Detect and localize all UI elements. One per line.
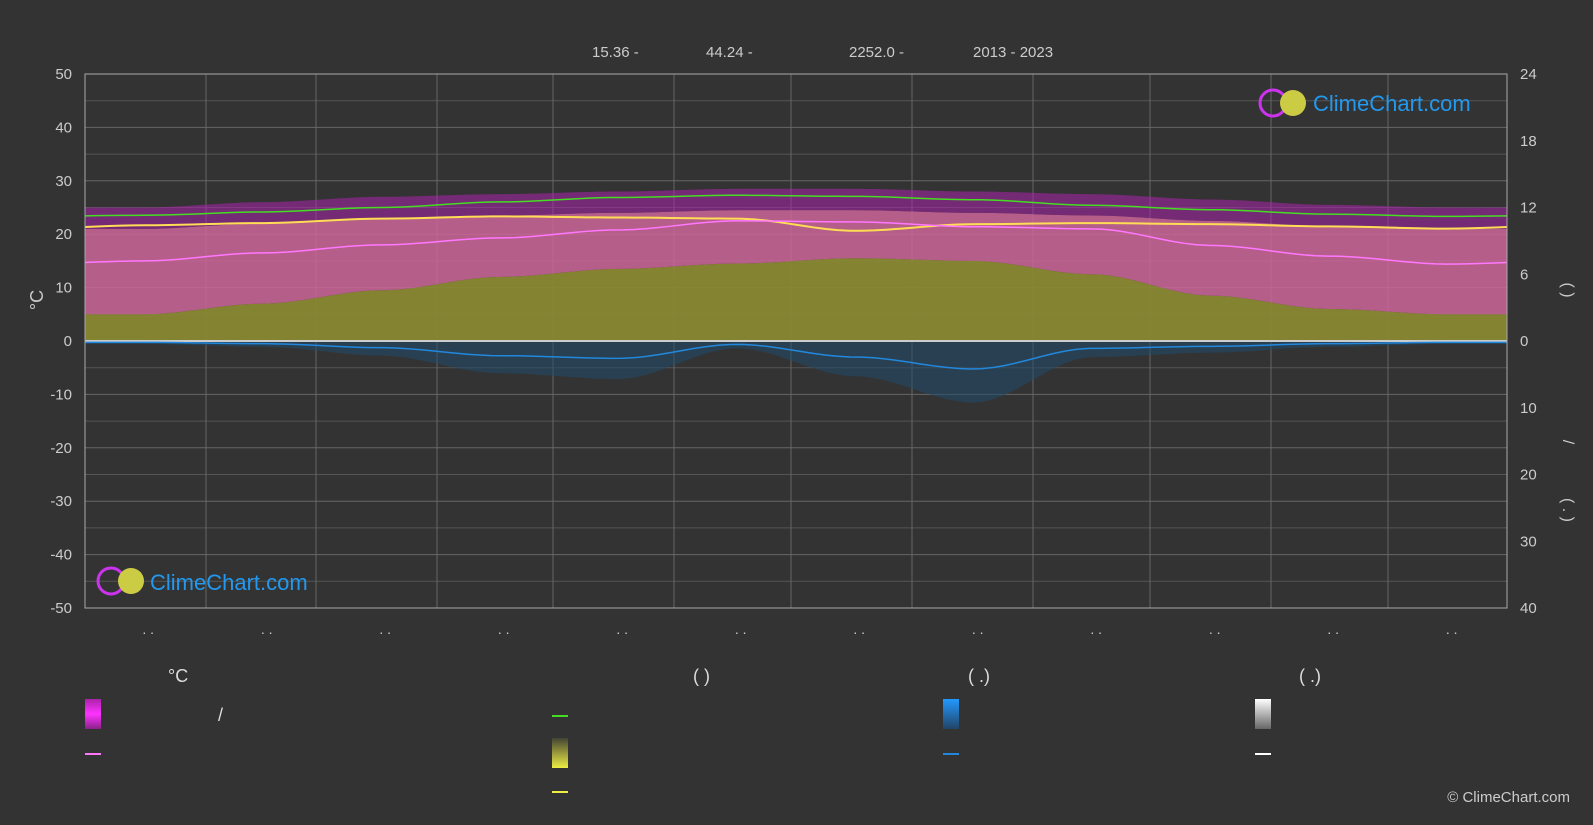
month-tick-label: . .	[1327, 621, 1339, 637]
month-tick-label: . .	[498, 621, 510, 637]
legend-temp-header: °C	[168, 666, 188, 686]
logo-text-bottom: ClimeChart.com	[150, 570, 308, 595]
plot-border	[84, 73, 1508, 609]
left-tick-label: 20	[55, 226, 72, 243]
rain-line	[85, 341, 1507, 370]
right-axis-title-bottom: ( . )	[1559, 498, 1576, 522]
right-tick-label-mm: 10	[1520, 400, 1537, 417]
axes: 50 40 30 20 10 0 -10 -20 -30 -40 -50 24 18 12 6 0 10 20 30…	[50, 66, 1536, 637]
month-tick-label: . .	[735, 621, 747, 637]
left-tick-label: -30	[50, 493, 72, 510]
month-tick-label: . .	[1090, 621, 1102, 637]
header-elevation: 2252.0 -	[849, 44, 904, 61]
month-tick-label: . .	[1209, 621, 1221, 637]
right-tick-label-hours: 12	[1520, 200, 1537, 217]
left-tick-label: 0	[64, 333, 72, 350]
daylight-line	[84, 194, 1508, 218]
right-tick-label-mm: 30	[1520, 533, 1537, 550]
left-tick-label: 40	[55, 119, 72, 136]
legend-sunshine-range-swatch	[552, 738, 568, 768]
month-tick-label: . .	[616, 621, 628, 637]
right-tick-label-mm: 40	[1520, 600, 1537, 617]
month-tick-label: . .	[853, 621, 865, 637]
right-axis-slash: /	[1559, 440, 1576, 445]
legend-rain-bar-swatch	[943, 699, 959, 729]
logo-top-right: ClimeChart.com	[1258, 88, 1471, 118]
logo-sun-icon-bottom	[118, 568, 144, 594]
avg-temp-line	[84, 220, 1508, 265]
right-tick-label-hours: 24	[1520, 66, 1537, 83]
logo-bottom-left: ClimeChart.com	[96, 566, 308, 596]
copyright: © ClimeChart.com	[1447, 789, 1570, 806]
legend-sun-header: ( )	[693, 666, 710, 686]
legend-rain-header: ( .)	[968, 666, 990, 686]
series-lines	[84, 194, 1508, 370]
left-tick-label: -10	[50, 386, 72, 403]
right-tick-label-hours: 18	[1520, 133, 1537, 150]
sunshine-line	[84, 215, 1508, 232]
left-tick-label: 50	[55, 66, 72, 83]
left-tick-label: 30	[55, 173, 72, 190]
header-years: 2013 - 2023	[973, 44, 1053, 61]
month-tick-label: . .	[972, 621, 984, 637]
right-tick-label-mm: 20	[1520, 467, 1537, 484]
logo-sun-icon	[1280, 90, 1306, 116]
sunshine-area	[85, 258, 1507, 341]
logo-text-top: ClimeChart.com	[1313, 91, 1471, 116]
left-tick-label: -20	[50, 440, 72, 457]
rain-area	[85, 341, 1507, 403]
left-tick-label: -40	[50, 547, 72, 564]
max-temp-band	[85, 188, 1507, 229]
left-tick-label: -50	[50, 600, 72, 617]
month-tick-label: . .	[142, 621, 154, 637]
header-lat: 15.36 -	[592, 44, 639, 61]
legend-snow-bar-swatch	[1255, 699, 1271, 729]
left-axis-title: °C	[27, 290, 47, 310]
temperature-range-band	[85, 210, 1507, 315]
month-tick-label: . .	[1446, 621, 1458, 637]
legend-snow-header: ( .)	[1299, 666, 1321, 686]
legend-temp-range-swatch	[85, 699, 101, 729]
right-tick-label-hours: 0	[1520, 333, 1528, 350]
left-tick-label: 10	[55, 280, 72, 297]
right-axis-title-top: ( )	[1559, 282, 1576, 297]
right-tick-label-hours: 6	[1520, 266, 1528, 283]
temperature-bands	[85, 188, 1507, 403]
header-lon: 44.24 -	[706, 44, 753, 61]
month-tick-label: . .	[261, 621, 273, 637]
legend: °C ( ) ( .) ( .) /	[85, 666, 1321, 793]
month-tick-label: . .	[379, 621, 391, 637]
legend-temp-slash: /	[218, 705, 223, 725]
